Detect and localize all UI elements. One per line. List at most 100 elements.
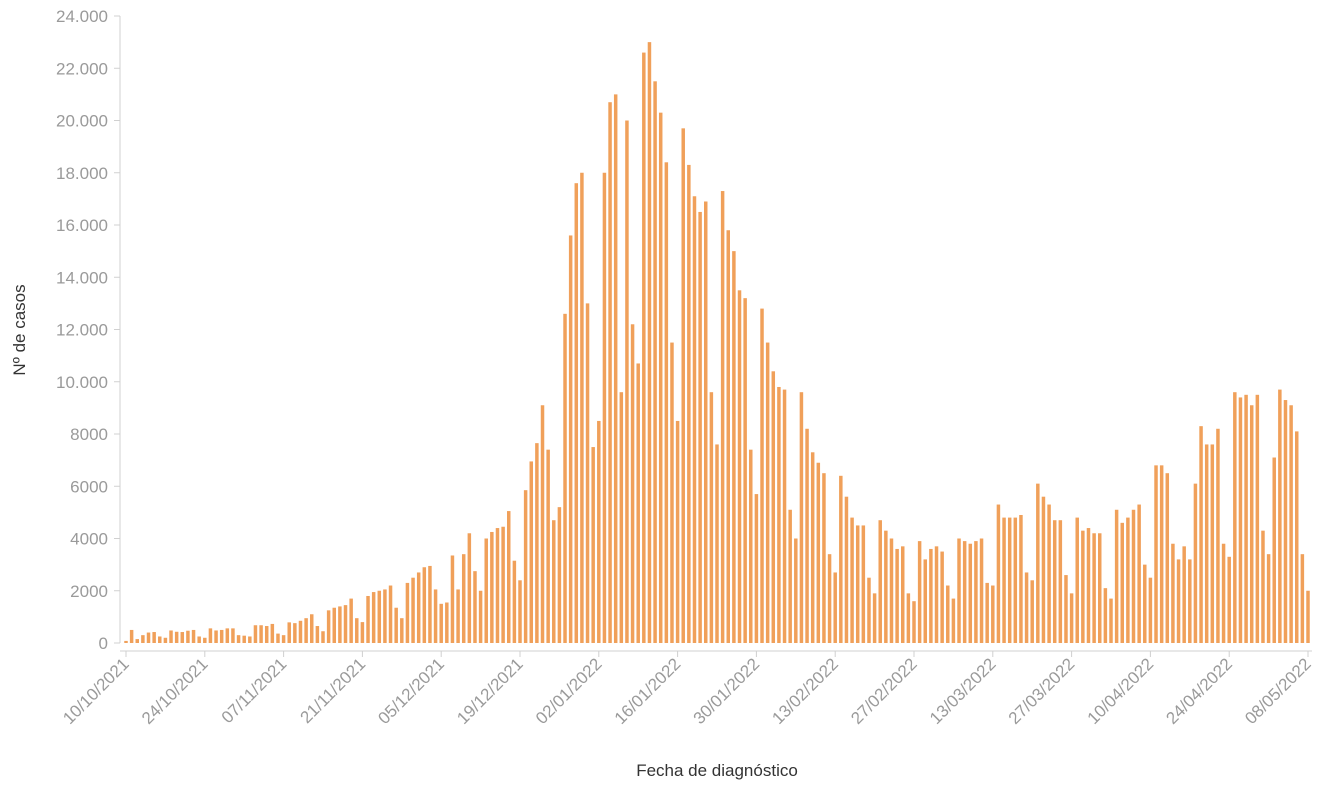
bar <box>1126 517 1130 643</box>
bar <box>1058 520 1063 643</box>
bar <box>782 389 787 643</box>
bar <box>388 585 393 643</box>
bar <box>1283 400 1288 643</box>
bar <box>124 640 128 643</box>
y-tick-label: 4000 <box>70 530 108 549</box>
y-tick-label: 12.000 <box>56 321 108 340</box>
bar <box>917 541 922 643</box>
bar <box>518 580 522 643</box>
bar <box>884 530 888 643</box>
bar <box>152 632 156 643</box>
bar <box>332 607 336 643</box>
bar <box>208 628 213 643</box>
bar <box>422 567 427 643</box>
bar <box>445 602 449 643</box>
bar <box>692 196 697 643</box>
bar <box>338 606 342 643</box>
bar <box>613 94 618 644</box>
bar <box>1092 533 1096 643</box>
bar <box>287 622 291 643</box>
bar <box>861 525 866 643</box>
bar <box>321 631 325 643</box>
bar <box>546 449 550 643</box>
bar <box>833 572 837 643</box>
bar <box>895 548 899 643</box>
y-tick-label: 6000 <box>70 477 108 496</box>
bar <box>214 630 218 643</box>
bar <box>478 590 483 643</box>
y-tick-label: 20.000 <box>56 112 108 131</box>
bar <box>827 554 832 643</box>
bar <box>163 637 168 643</box>
x-tick-label: 02/01/2022 <box>532 654 606 728</box>
bar <box>225 628 230 643</box>
y-tick-label: 22.000 <box>56 59 108 78</box>
bar <box>839 475 843 643</box>
bar <box>495 528 500 643</box>
bar <box>1227 556 1231 643</box>
bar <box>1081 530 1085 643</box>
bar <box>1171 543 1175 643</box>
bar <box>619 392 624 643</box>
y-tick-label: 8000 <box>70 425 108 444</box>
bar <box>962 541 967 643</box>
bar <box>467 533 472 643</box>
bar <box>1159 465 1164 643</box>
bar <box>591 447 595 643</box>
bar <box>1295 431 1299 643</box>
bar <box>1075 517 1079 643</box>
bar <box>1266 554 1271 643</box>
bar <box>180 632 185 643</box>
bar <box>1114 509 1119 643</box>
bar <box>788 509 792 643</box>
bar <box>1204 444 1209 643</box>
bar <box>574 183 579 643</box>
bar <box>191 629 196 643</box>
bar <box>585 303 590 644</box>
x-tick-label: 13/03/2022 <box>926 654 1000 728</box>
bar <box>816 462 821 643</box>
x-tick-label: 13/02/2022 <box>768 654 842 728</box>
bar <box>664 162 669 644</box>
bar <box>141 635 145 643</box>
y-tick-label: 0 <box>99 634 108 653</box>
x-tick-label: 16/01/2022 <box>611 654 685 728</box>
bar <box>248 636 252 643</box>
bar <box>720 191 725 644</box>
bar <box>315 626 320 643</box>
bar <box>529 461 533 643</box>
bar <box>704 201 708 644</box>
bar <box>749 449 753 643</box>
bar <box>360 622 365 643</box>
bar <box>1289 405 1293 643</box>
bar <box>1137 504 1141 643</box>
bar <box>653 81 657 643</box>
bar <box>174 631 179 643</box>
y-tick-label: 14.000 <box>56 268 108 287</box>
y-axis-label: Nº de casos <box>10 284 29 375</box>
bar <box>1216 428 1220 643</box>
bar <box>298 620 303 643</box>
x-tick-label: 27/03/2022 <box>1005 654 1079 728</box>
bar <box>568 235 573 643</box>
bar <box>979 538 984 643</box>
bar <box>349 598 353 643</box>
bar <box>675 420 680 643</box>
bar <box>1030 580 1034 643</box>
bar <box>810 452 815 643</box>
bar <box>219 629 224 643</box>
bar <box>400 618 404 643</box>
bar <box>625 120 629 643</box>
bar <box>264 626 269 643</box>
bar <box>732 251 736 644</box>
bar <box>805 428 809 643</box>
bar <box>253 625 258 643</box>
x-tick-label: 30/01/2022 <box>690 654 764 728</box>
bar <box>912 601 916 643</box>
bar <box>799 392 804 643</box>
bar <box>658 112 663 643</box>
bar <box>957 538 961 643</box>
bar <box>270 623 275 643</box>
bar <box>186 630 190 643</box>
bar <box>1120 522 1124 643</box>
